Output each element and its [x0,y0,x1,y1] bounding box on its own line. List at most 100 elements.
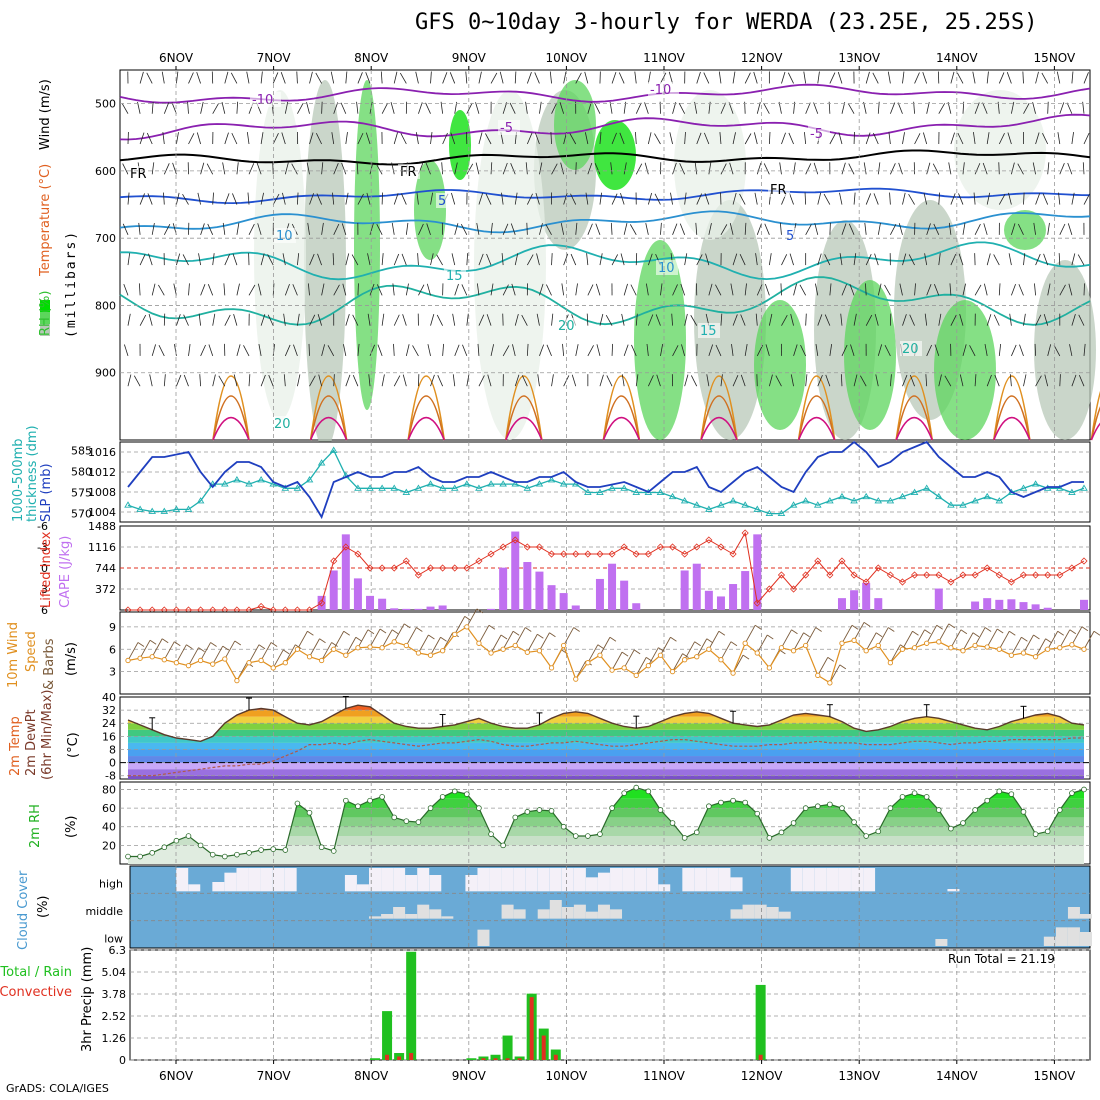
wind-barb-10m [793,632,804,651]
wind-barb [696,193,703,205]
wind-barb [148,313,153,326]
wind-barb-flag [839,664,847,670]
wind-barb [139,132,145,145]
rh-point [706,803,712,810]
wind-barb [755,253,758,266]
wind-barb [207,223,214,235]
wind-barb [127,253,131,266]
wind-barb [1017,163,1024,175]
wind-barb [950,193,956,205]
wind-barb [740,374,746,387]
wind-barb [837,71,843,84]
wind-barb [595,223,601,235]
wind-barb [478,193,484,205]
day-label-bottom: 14NOV [936,1069,978,1083]
wind-barb [550,131,552,145]
wind-barb [501,253,504,266]
thickness-point [692,501,701,508]
wind-barb [715,344,722,357]
rh-point [1032,831,1039,837]
precip-total-bar [466,1058,477,1060]
day-label-bottom: 8NOV [354,1069,389,1083]
rh-point [488,831,494,837]
wind-barb [974,223,981,235]
wind-barb [1035,375,1042,387]
wind-barb [450,132,456,145]
wind-barb [284,101,289,114]
wind-barb [560,222,565,235]
wind-barb [575,344,579,356]
wind-barb [623,344,629,357]
precip-conv-bar [505,1058,510,1060]
cloud-cell [561,907,574,919]
thickness-ytick: 570 [71,508,92,521]
rh-ytick: 20 [102,839,116,852]
rh-point [948,825,954,832]
wind-barb [805,313,807,326]
wind-barb [1047,162,1050,175]
li-point [886,571,894,579]
wind-barb [526,72,532,84]
wind-barb [368,374,371,387]
wind-barb [333,102,339,114]
wind-barb [982,102,988,114]
li-point [390,564,398,572]
upper-air-panel: -10-10-5 -5FR FRFR551010151520202050060070… [40,69,1100,450]
wind-barb [485,193,492,205]
wind-barb [730,283,734,296]
wind-barb-flag [972,632,980,638]
rh-point [343,797,349,804]
rh-point [161,844,168,851]
precip-total-bar [502,1035,513,1060]
thickness-point [813,501,822,508]
contour-label-bg [250,92,281,107]
cloud-cell [344,875,357,892]
thickness-point [124,501,132,508]
wind-barb [442,132,448,145]
wind-barb-10m [297,631,308,650]
wind-barb-10m [139,639,151,659]
slp-ytick: 1008 [88,486,116,499]
rh-point [222,853,228,860]
rh-point [633,784,640,791]
warm-contour [602,395,641,441]
label-thickness-1: 1000-500mb [11,438,26,522]
cape-bar [329,570,338,610]
wind-barb [877,283,882,296]
warm-contour [505,375,543,441]
wind-barb-flag [549,632,556,638]
wind-barb [563,71,567,84]
cloud-cell [585,911,598,919]
wind-barb [853,192,856,205]
li-point [814,557,822,565]
wind-barb [950,253,957,266]
wind-barb [1058,192,1061,205]
wind-barb-flag [149,639,157,645]
li-point [668,543,677,551]
wind-barb [768,313,773,326]
wind-barb [146,72,153,84]
wind-barb-flag [440,636,447,642]
thickness-point [184,505,193,512]
wind-barb [1009,313,1012,326]
wind-barb [127,374,132,387]
cloud-cell [393,868,406,892]
wind-barb [877,162,881,175]
warm-contour [797,395,836,441]
thickness-ytick: 575 [71,487,92,500]
run-total: Run Total = 21.19 [948,952,1055,966]
wind-barb [570,253,577,266]
wind-barb [875,374,879,387]
wind-barb [212,192,214,205]
wind-barb-10m [502,631,514,650]
wind-barb [720,313,723,326]
wind-barb [393,253,400,266]
wind-barb [865,314,873,326]
wind-barb [393,375,401,387]
wind-barb [478,375,485,387]
contour-label: -5 [810,127,823,142]
wind-barb [1032,102,1036,114]
wind-speed-point [839,640,845,646]
wind-barb [316,193,322,205]
contour-label: 20 [558,319,575,334]
